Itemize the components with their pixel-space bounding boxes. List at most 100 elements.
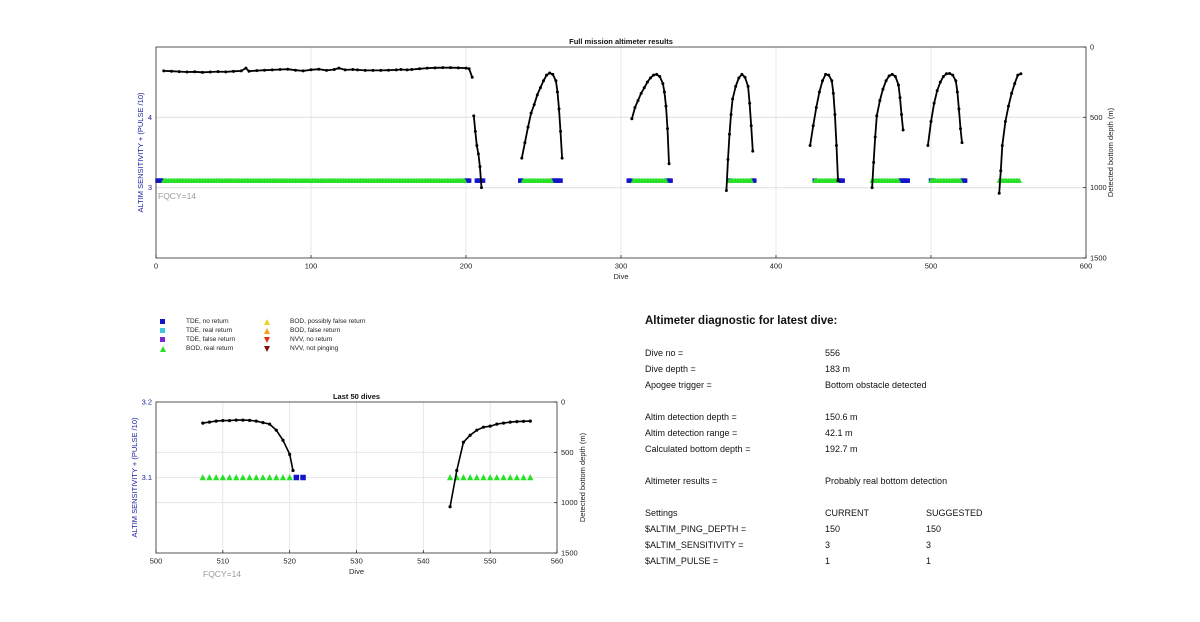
bottom-depth-point <box>523 141 527 145</box>
diag-value-apogee-trigger: Bottom obstacle detected <box>825 380 927 390</box>
marker-bod-real-return <box>520 474 527 481</box>
bottom-depth-point <box>997 191 1001 195</box>
bottom-depth-point <box>827 73 831 77</box>
diag-value-detection-range: 42.1 m <box>825 428 853 438</box>
diag-label-apogee-trigger: Apogee trigger = <box>645 380 712 390</box>
bottom-depth-point <box>821 79 824 83</box>
bottom-depth-point <box>351 68 355 72</box>
legend-marker <box>264 328 270 334</box>
legend-label: BOD, real return <box>186 345 234 352</box>
x-tick-label: 100 <box>305 262 318 271</box>
bottom-depth-point <box>363 68 367 72</box>
bottom-depth-line <box>472 115 483 188</box>
bottom-depth-point <box>664 104 668 108</box>
bottom-depth-point <box>467 67 471 71</box>
bottom-depth-point <box>999 169 1003 173</box>
bottom-depth-point <box>468 433 472 437</box>
bottom-depth-point <box>472 114 476 118</box>
y2-tick-label: 500 <box>561 448 574 457</box>
x-axis-label: Dive <box>349 567 364 576</box>
diag-value-sensitivity-current: 3 <box>825 540 831 550</box>
legend-marker <box>264 337 270 343</box>
diag-label-pulse: $ALTIM_PULSE = <box>645 556 719 566</box>
bottom-depth-point <box>636 98 640 102</box>
bottom-depth-point <box>542 79 545 83</box>
x-tick-label: 600 <box>1080 262 1093 271</box>
bottom-depth-point <box>224 70 228 74</box>
marker-bod-real-return <box>246 474 253 481</box>
bottom-depth-point <box>658 75 662 79</box>
marker-tde-no-return <box>300 474 306 481</box>
diag-value-ping-depth-current: 150 <box>825 524 841 534</box>
bottom-depth-point <box>951 73 955 77</box>
bottom-depth-point <box>418 67 421 71</box>
bottom-depth-point <box>830 79 834 83</box>
bottom-depth-point <box>1003 120 1007 124</box>
bottom-depth-point <box>893 75 897 79</box>
bottom-depth-point <box>207 420 212 424</box>
bottom-depth-point <box>954 79 958 83</box>
marker-bod-real-return <box>206 474 213 481</box>
bottom-depth-point <box>255 69 259 73</box>
diag-label-dive-depth: Dive depth = <box>645 364 696 374</box>
y2-tick-label: 500 <box>1090 113 1103 122</box>
marker-bod-real-return <box>957 177 964 183</box>
marker-bod-real-return <box>487 474 494 481</box>
x-tick-label: 500 <box>150 557 163 566</box>
bottom-depth-point <box>548 71 552 75</box>
bottom-depth-point <box>455 468 459 473</box>
bottom-depth-point <box>214 419 218 423</box>
legend-label: NVV, no return <box>290 336 333 343</box>
bottom-depth-point <box>481 425 486 429</box>
marker-bod-real-return <box>748 177 754 183</box>
bottom-depth-point <box>464 66 468 70</box>
bottom-depth-point <box>448 505 452 509</box>
bottom-depth-point <box>241 418 245 422</box>
marker-tde-no-return <box>466 178 472 183</box>
bottom-depth-point <box>473 129 477 133</box>
marker-bod-real-return <box>663 177 669 183</box>
marker-bod-real-return <box>548 177 554 183</box>
bottom-depth-point <box>475 428 479 432</box>
bottom-depth-point <box>929 120 933 124</box>
bottom-depth-point <box>945 72 948 76</box>
bottom-depth-point <box>898 96 902 100</box>
bottom-depth-point <box>648 76 652 80</box>
bottom-depth-point <box>645 80 649 84</box>
diag-value-pulse-suggested: 1 <box>926 556 932 566</box>
bottom-depth-point <box>508 420 512 424</box>
y2-tick-label: 1000 <box>561 498 578 507</box>
bottom-depth-point <box>343 68 347 72</box>
bottom-depth-point <box>170 69 173 73</box>
bottom-depth-point <box>470 75 474 79</box>
bottom-depth-point <box>532 103 536 107</box>
bottom-depth-point <box>743 75 747 79</box>
y2-tick-label: 1000 <box>1090 183 1107 192</box>
bottom-depth-line <box>809 73 839 181</box>
legend-marker <box>264 346 270 352</box>
x-tick-label: 0 <box>154 262 158 271</box>
bottom-depth-point <box>515 420 519 424</box>
diag-value-ping-depth-suggested: 150 <box>926 524 942 534</box>
marker-bod-real-return <box>1016 177 1022 183</box>
bottom-depth-point <box>958 127 962 131</box>
legend-label: TDE, no return <box>186 318 229 325</box>
y-axis-label: ALTIM SENSITIVITY + (PULSE /10) <box>130 417 139 537</box>
bottom-depth-point <box>728 132 731 136</box>
bottom-depth-point <box>501 421 506 425</box>
bottom-depth-point <box>555 90 559 94</box>
y-axis-label: ALTIM SENSITIVITY + (PULSE /10) <box>136 92 145 212</box>
marker-tde-no-return <box>293 474 300 481</box>
bottom-depth-point <box>162 69 166 73</box>
bottom-depth-line <box>725 73 754 191</box>
bottom-depth-point <box>528 419 532 423</box>
bottom-depth-point <box>724 188 728 192</box>
bottom-depth-point <box>545 73 549 77</box>
bottom-depth-point <box>833 113 837 117</box>
bottom-depth-point <box>371 68 375 72</box>
bottom-depth-point <box>185 70 189 74</box>
bottom-depth-point <box>875 114 879 118</box>
fqcy-annotation: FQCY=14 <box>158 191 196 201</box>
bottom-depth-line <box>449 420 531 507</box>
bottom-depth-point <box>520 156 524 160</box>
